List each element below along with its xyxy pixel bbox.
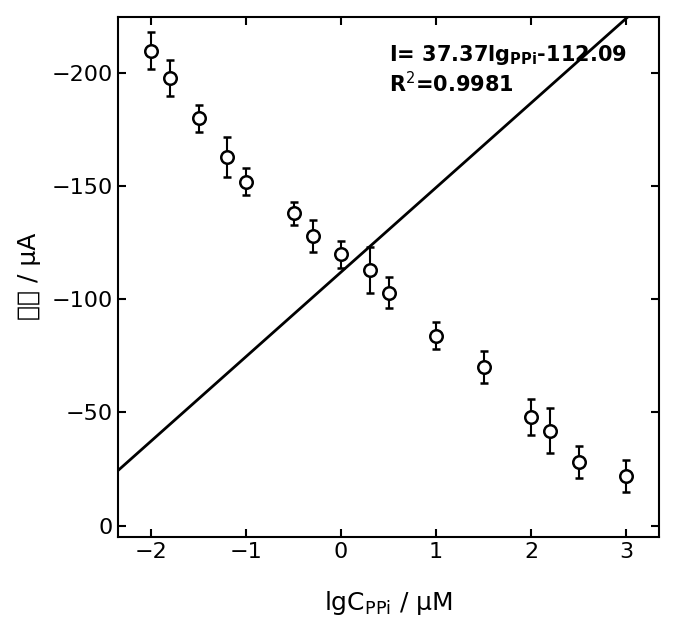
Text: I= 37.37lg$_{\mathregular{PPi}}$-112.09
R$^2$=0.9981: I= 37.37lg$_{\mathregular{PPi}}$-112.09 … (389, 43, 627, 96)
Y-axis label: 电流 / μA: 电流 / μA (17, 233, 41, 321)
Text: lgC$_{\mathregular{PPi}}$ / μM: lgC$_{\mathregular{PPi}}$ / μM (324, 589, 453, 617)
